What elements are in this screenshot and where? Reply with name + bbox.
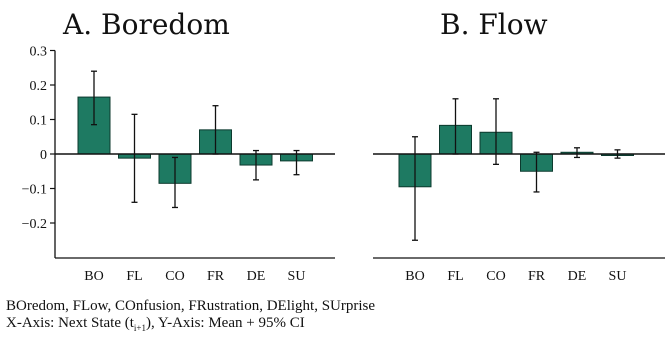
x-tick-label-su: SU <box>288 269 306 284</box>
x-tick-label-de: DE <box>568 269 587 284</box>
panel-a-y-axis: 0.3 0.2 0.1 0 −0.1 −0.2 <box>22 45 56 258</box>
panel-a-y-tick-label: −0.2 <box>22 217 47 232</box>
caption-axes-subscript: i+1 <box>133 323 146 333</box>
figure: A. Boredom 0.3 0.2 0.1 0 −0.1 −0.2 BO FL CO FR DE… <box>22 8 665 284</box>
x-tick-label-fl: FL <box>126 269 142 284</box>
panel-b-bars <box>398 124 634 188</box>
panel-flow: B. Flow BO FL CO FR DE SU <box>373 8 665 284</box>
panel-a-y-tick-label: 0.2 <box>30 79 48 94</box>
panel-b-error-bars <box>412 98 621 241</box>
x-tick-label-fr: FR <box>207 269 225 284</box>
x-tick-label-co: CO <box>165 269 184 284</box>
x-tick-label-bo: BO <box>84 269 103 284</box>
panel-a-y-tick-label: 0.3 <box>30 45 48 60</box>
caption-axes-suffix: ), Y-Axis: Mean + 95% CI <box>145 315 305 331</box>
panel-a-title: A. Boredom <box>62 8 230 41</box>
panel-a-y-tick-label: 0 <box>40 148 47 163</box>
panel-a-x-axis: BO FL CO FR DE SU <box>55 153 335 284</box>
x-tick-label-bo: BO <box>405 269 424 284</box>
caption-axes: X-Axis: Next State (ti+1), Y-Axis: Mean … <box>6 315 305 333</box>
x-tick-label-de: DE <box>247 269 266 284</box>
caption-axes-prefix: X-Axis: Next State (t <box>6 315 134 331</box>
caption-legend: BOredom, FLow, COnfusion, FRustration, D… <box>6 298 376 314</box>
panel-b-x-axis: BO FL CO FR DE SU <box>373 153 665 284</box>
x-tick-label-co: CO <box>486 269 505 284</box>
panel-a-y-tick-label: −0.1 <box>22 183 47 198</box>
panel-a-bars <box>77 96 313 184</box>
x-tick-label-fr: FR <box>528 269 546 284</box>
x-tick-label-fl: FL <box>447 269 463 284</box>
panel-a-y-tick-label: 0.1 <box>30 114 48 129</box>
x-tick-label-su: SU <box>609 269 627 284</box>
panel-b-title: B. Flow <box>440 8 548 41</box>
panel-boredom: A. Boredom 0.3 0.2 0.1 0 −0.1 −0.2 BO FL CO FR DE… <box>22 8 335 284</box>
panel-a-error-bars <box>91 70 300 209</box>
